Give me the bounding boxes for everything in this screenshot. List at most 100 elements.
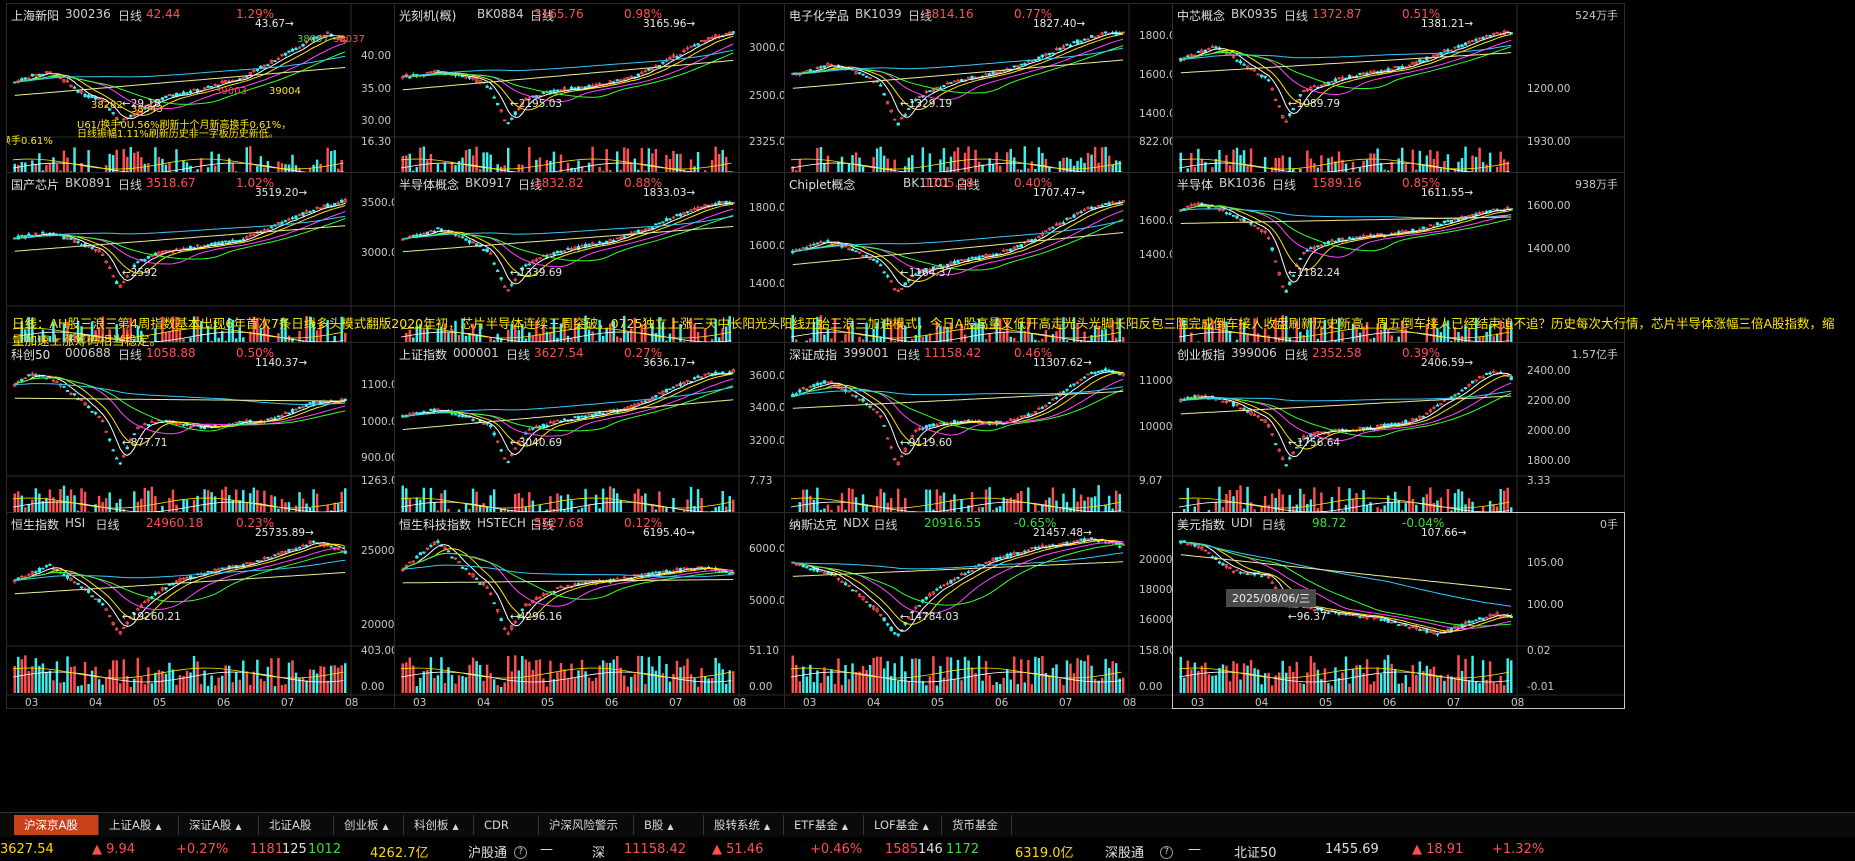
volume-bar: [921, 147, 925, 184]
candle-body: [534, 95, 538, 98]
ma5-line: [402, 202, 734, 285]
chart-panel-bk0935[interactable]: 中芯概念 BK0935 日线 1372.87 0.51% 524万手 1381.21→ ←10…: [1172, 3, 1625, 200]
volume-bar: [644, 493, 647, 523]
volume-bar: [69, 489, 73, 523]
kline-chart[interactable]: [1173, 513, 1625, 709]
chart-panel-399006[interactable]: 创业板指 399006 日线 2352.58 0.39% 1.57亿手 2406.59→ ←1…: [1172, 342, 1625, 539]
candle-body: [280, 54, 284, 56]
candle-body: [1259, 229, 1264, 232]
volume-bar: [630, 328, 633, 353]
chart-panel-000688[interactable]: 科创50000688日线1058.880.50%350万手1140.37→←87…: [6, 342, 459, 539]
volume-bar: [1058, 325, 1062, 353]
chart-panel-000001[interactable]: 上证指数000001日线3627.540.27%3.10亿手3636.17→←3…: [394, 342, 847, 539]
kline-chart[interactable]: [785, 343, 1237, 539]
kline-chart[interactable]: [785, 513, 1237, 709]
volume-bar: [665, 663, 668, 693]
candle-body: [991, 557, 995, 561]
volume-bar: [122, 149, 125, 184]
candle-body: [108, 108, 112, 111]
volume-bar: [1397, 158, 1400, 184]
volume-bar: [1027, 487, 1030, 523]
month-label: 06: [605, 697, 619, 709]
volume-bar: [1323, 668, 1327, 693]
low-arrow-icon: ←: [121, 267, 131, 279]
security-code: BK1101: [903, 176, 950, 190]
candle-body: [1193, 203, 1197, 206]
candle-body: [1203, 549, 1207, 552]
candle-body: [492, 96, 496, 99]
volume-bar: [531, 669, 535, 693]
candle-body: [956, 576, 960, 579]
chart-panel-bk0884[interactable]: 光刻机(概)BK0884日线3165.760.98%940万手3165.96→←…: [394, 3, 847, 200]
volume-bar: [136, 325, 140, 353]
candle-body: [914, 99, 918, 101]
chart-panel-hstech[interactable]: 恒生科技指数HSTECH日线5527.680.12%7.19亿手6195.40→…: [394, 512, 847, 709]
candle-body: [682, 381, 686, 385]
volume-bar: [897, 680, 900, 693]
chart-panel-399001[interactable]: 深证成指399001日线11158.420.46%4.26亿手11307.62→…: [784, 342, 1237, 539]
candle-body: [181, 577, 186, 580]
volume-bar: [805, 489, 809, 523]
trade-mark-label: 38037: [297, 34, 329, 45]
kline-chart[interactable]: [1173, 343, 1625, 539]
candle-body: [520, 101, 524, 106]
candle-body: [1421, 226, 1425, 230]
volume-bar: [619, 500, 622, 523]
volume-bar: [998, 684, 1002, 693]
kline-chart[interactable]: [395, 4, 847, 200]
volume-bar: [1288, 494, 1291, 523]
candle-body: [1068, 44, 1073, 47]
chart-panel-ndx[interactable]: 纳斯达克NDX日线20916.55-0.65%72.2亿手21457.48→←1…: [784, 512, 1237, 709]
chart-panel-300236[interactable]: 上海新阳300236日线42.441.29%3.74万手43.67→←29.18…: [6, 3, 459, 200]
candle-body: [791, 73, 795, 75]
candle-body: [1044, 53, 1048, 57]
candle-body: [1026, 413, 1030, 417]
candle-body: [1082, 376, 1087, 379]
candle-body: [1492, 371, 1496, 373]
volume-bar: [1239, 318, 1242, 353]
volume-bar: [542, 678, 545, 693]
volume-bar: [126, 675, 129, 693]
high-arrow-icon: →: [686, 357, 696, 369]
kline-chart[interactable]: [7, 513, 459, 709]
kline-chart[interactable]: [7, 343, 459, 539]
candle-body: [143, 423, 147, 426]
kline-chart[interactable]: [1173, 4, 1625, 200]
candle-body: [69, 84, 73, 88]
volume-bar: [528, 661, 531, 693]
volume-bar: [907, 157, 911, 184]
candle-body: [889, 626, 893, 631]
volume-bar: [454, 320, 457, 353]
candle-body: [1082, 209, 1087, 212]
chart-panel-bk1036[interactable]: 半导体 BK1036 日线 1589.16 0.85% 938万手 1611.55→ ←118…: [1172, 172, 1625, 369]
volume-bar: [38, 493, 41, 523]
chart-panel-bk1039[interactable]: 电子化学品BK1039日线1814.160.77%209万手1827.40→←1…: [784, 3, 1237, 200]
kline-chart[interactable]: [7, 4, 459, 200]
volume-bar: [1474, 156, 1478, 184]
volume-bar: [682, 665, 686, 693]
candle-body: [164, 587, 168, 590]
volume-bar: [1376, 148, 1379, 184]
candle-body: [460, 236, 465, 239]
candle-body: [27, 233, 31, 237]
candle-body: [1481, 376, 1485, 379]
candle-body: [1449, 49, 1454, 52]
candle-body: [1337, 77, 1341, 80]
volume-bar: [552, 679, 556, 693]
candle-body: [315, 206, 319, 209]
volume-bar: [833, 318, 837, 353]
kline-chart[interactable]: [395, 513, 847, 709]
volume-bar: [1097, 325, 1100, 353]
chart-panel-hsi[interactable]: 恒生指数HSI日线24960.180.23%89.1亿手25735.89→←19…: [6, 512, 459, 709]
volume-bar: [1401, 147, 1404, 184]
chart-panel-udi[interactable]: 美元指数 UDI 日线 98.72 -0.04% 0手 107.66→ ←96.37 105.0…: [1172, 512, 1625, 709]
volume-bar: [263, 490, 266, 523]
chart-panel-bk0891[interactable]: 国产芯片BK0891日线3518.671.02%5845万手3519.20→←2…: [6, 172, 459, 369]
candle-body: [283, 411, 288, 415]
y-axis-tick: 1800.00: [1527, 454, 1571, 467]
volume-bar: [405, 155, 408, 184]
candle-body: [1200, 546, 1204, 550]
volume-bar: [514, 655, 517, 693]
volume-bar: [94, 330, 97, 353]
candle-body: [917, 427, 921, 431]
